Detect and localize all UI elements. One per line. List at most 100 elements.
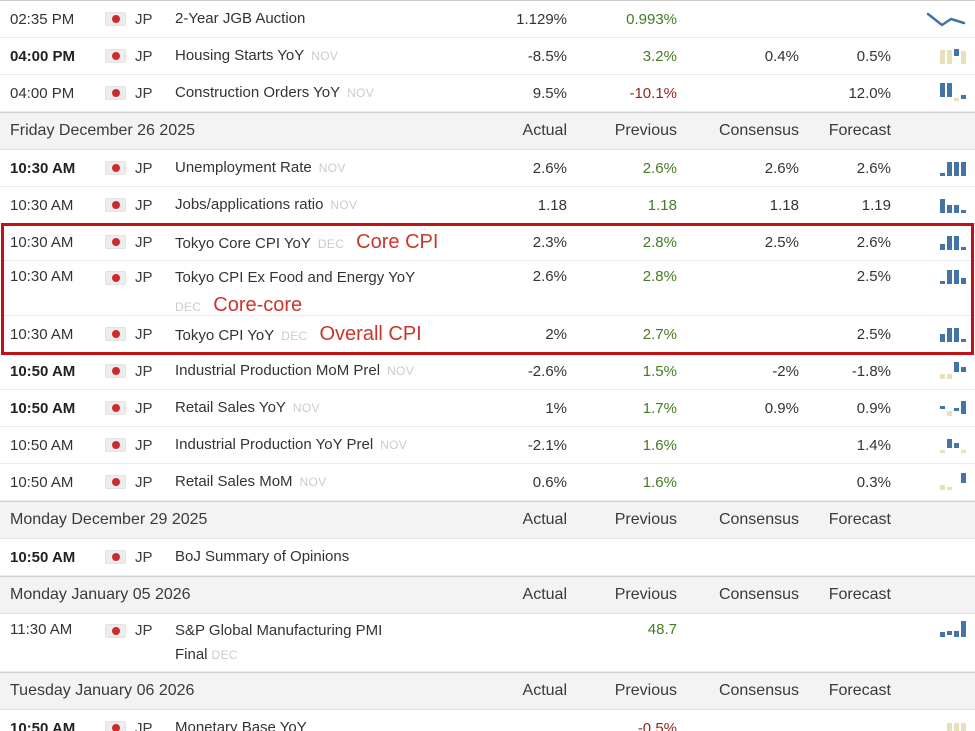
forecast-value: 2.5%	[856, 268, 891, 285]
forecast-value: 0.3%	[856, 473, 891, 491]
mini-bar	[961, 449, 966, 453]
actual-value: 0.6%	[532, 473, 567, 491]
event-sparkline[interactable]	[897, 10, 975, 28]
event-title: Retail Sales YoY	[175, 398, 286, 416]
event-sparkline[interactable]	[897, 83, 975, 101]
reference-month-tag: NOV	[318, 160, 346, 175]
consensus-value	[683, 261, 805, 268]
event-name[interactable]: Unemployment Rate NOV	[175, 158, 485, 178]
country-cell: JP	[105, 400, 175, 417]
forecast-value: 2.6%	[856, 159, 891, 177]
event-sparkline[interactable]	[897, 362, 975, 379]
event-sparkline[interactable]	[897, 197, 975, 213]
japan-flag-dot	[111, 164, 120, 172]
actual-value: 2%	[545, 325, 567, 343]
country-cell: JP	[105, 437, 175, 454]
event-time: 10:50 AM	[10, 436, 74, 454]
event-name[interactable]: Retail Sales YoY NOV	[175, 398, 485, 418]
country-code: JP	[135, 325, 153, 343]
event-time: 10:30 AM	[10, 233, 74, 251]
event-row[interactable]: 10:50 AM JP Industrial Production YoY Prel…	[0, 427, 975, 464]
event-name[interactable]: BoJ Summary of Opinions	[175, 547, 485, 567]
actual-value: 1.129%	[516, 10, 567, 28]
date-label: Tuesday January 06 2026	[10, 682, 195, 699]
event-row[interactable]: 10:30 AM JP Jobs/applications ratio NOV 1.18…	[0, 187, 975, 224]
mini-bar	[940, 280, 945, 284]
event-name[interactable]: Jobs/applications ratio NOV	[175, 195, 485, 215]
country-cell: JP	[105, 363, 175, 380]
event-name[interactable]: Tokyo Core CPI YoY DEC Core CPI	[175, 229, 485, 256]
reference-month-tag: DEC	[175, 300, 202, 315]
country-code: JP	[135, 196, 153, 214]
event-sparkline[interactable]	[897, 48, 975, 64]
event-name[interactable]: Industrial Production MoM Prel NOV	[175, 361, 485, 381]
event-name[interactable]: Monetary Base YoY	[175, 718, 485, 731]
column-header-actual: Actual	[522, 682, 567, 699]
event-name[interactable]: 2-Year JGB Auction	[175, 9, 485, 29]
event-name[interactable]: Housing Starts YoY NOV	[175, 46, 485, 66]
previous-value: 2.7%	[642, 325, 677, 343]
event-title: Tokyo CPI YoY	[175, 326, 275, 344]
event-row[interactable]: 04:00 PM JP Construction Orders YoY NOV 9.5%…	[0, 75, 975, 112]
event-sparkline[interactable]	[897, 473, 975, 490]
event-row[interactable]: 02:35 PM JP 2-Year JGB Auction 1.129% 0.993%	[0, 1, 975, 38]
event-row[interactable]: 10:50 AM JP Retail Sales MoM NOV 0.6% 1.6% 0.3…	[0, 464, 975, 501]
event-row[interactable]: 10:50 AM JP BoJ Summary of Opinions	[0, 539, 975, 576]
event-row[interactable]: 10:30 AM JP Tokyo CPI Ex Food and Energy Y…	[0, 261, 975, 316]
date-header-row: Tuesday January 06 2026 Actual Previous Con…	[0, 672, 975, 710]
event-title: Monetary Base YoY	[175, 718, 307, 731]
mini-bar	[954, 362, 959, 372]
event-name[interactable]: Tokyo CPI Ex Food and Energy YoY DEC Core-…	[175, 261, 485, 319]
country-cell: JP	[105, 326, 175, 343]
mini-bar	[947, 327, 952, 342]
mini-bar	[947, 438, 952, 449]
event-row[interactable]: 10:30 AM JP Tokyo Core CPI YoY DEC Core CPI 2…	[0, 224, 975, 261]
event-row[interactable]: 10:50 AM JP Retail Sales YoY NOV 1% 1.7% 0.9% 0…	[0, 390, 975, 427]
mini-bar	[940, 198, 945, 213]
event-name[interactable]: Tokyo CPI YoY DEC Overall CPI	[175, 321, 485, 348]
event-name[interactable]: Industrial Production YoY Prel NOV	[175, 435, 485, 455]
column-header-forecast: Forecast	[828, 682, 891, 699]
event-sparkline[interactable]	[897, 234, 975, 250]
event-name[interactable]: Retail Sales MoM NOV	[175, 472, 485, 492]
column-header-previous: Previous	[614, 122, 677, 139]
event-sparkline[interactable]	[897, 614, 975, 637]
trend-line-icon	[926, 12, 966, 27]
japan-flag-icon	[105, 86, 126, 100]
mini-bar	[947, 269, 952, 284]
country-cell: JP	[105, 720, 175, 731]
event-time: 04:00 PM	[10, 84, 75, 102]
event-name[interactable]: Construction Orders YoY NOV	[175, 83, 485, 103]
column-header-previous: Previous	[614, 682, 677, 699]
event-sparkline[interactable]	[897, 326, 975, 342]
event-sparkline[interactable]	[897, 160, 975, 176]
event-row[interactable]: 10:30 AM JP Tokyo CPI YoY DEC Overall CPI 2% 2…	[0, 316, 975, 353]
event-time: 02:35 PM	[10, 10, 75, 28]
event-title: S&P Global Manufacturing PMI	[175, 622, 383, 639]
event-time: 10:30 AM	[10, 268, 74, 285]
previous-value: 3.2%	[642, 47, 677, 65]
column-header-consensus: Consensus	[718, 586, 799, 603]
red-annotation: Core CPI	[356, 230, 439, 253]
event-name[interactable]: S&P Global Manufacturing PMI Final DEC	[175, 614, 485, 666]
reference-month-tag: NOV	[330, 197, 358, 212]
event-sparkline[interactable]	[897, 720, 975, 731]
event-sparkline[interactable]	[897, 400, 975, 416]
mini-bar	[954, 97, 959, 101]
event-row[interactable]: 10:50 AM JP Monetary Base YoY -0.5%	[0, 710, 975, 731]
event-row[interactable]: 11:30 AM JP S&P Global Manufacturing PMI Fi…	[0, 614, 975, 672]
mini-bar	[940, 243, 945, 250]
country-cell: JP	[105, 160, 175, 177]
mini-bar-chart-icon	[940, 48, 966, 64]
event-row[interactable]: 04:00 PM JP Housing Starts YoY NOV -8.5% 3.2%…	[0, 38, 975, 75]
event-row[interactable]: 10:30 AM JP Unemployment Rate NOV 2.6% 2.6% 2.…	[0, 150, 975, 187]
japan-flag-icon	[105, 327, 126, 341]
japan-flag-icon	[105, 364, 126, 378]
actual-value: 2.6%	[532, 268, 567, 285]
mini-bar	[954, 327, 959, 342]
event-row[interactable]: 10:50 AM JP Industrial Production MoM Prel…	[0, 353, 975, 390]
event-title: Jobs/applications ratio	[175, 195, 324, 213]
event-sparkline[interactable]	[897, 261, 975, 284]
event-sparkline[interactable]	[897, 437, 975, 453]
